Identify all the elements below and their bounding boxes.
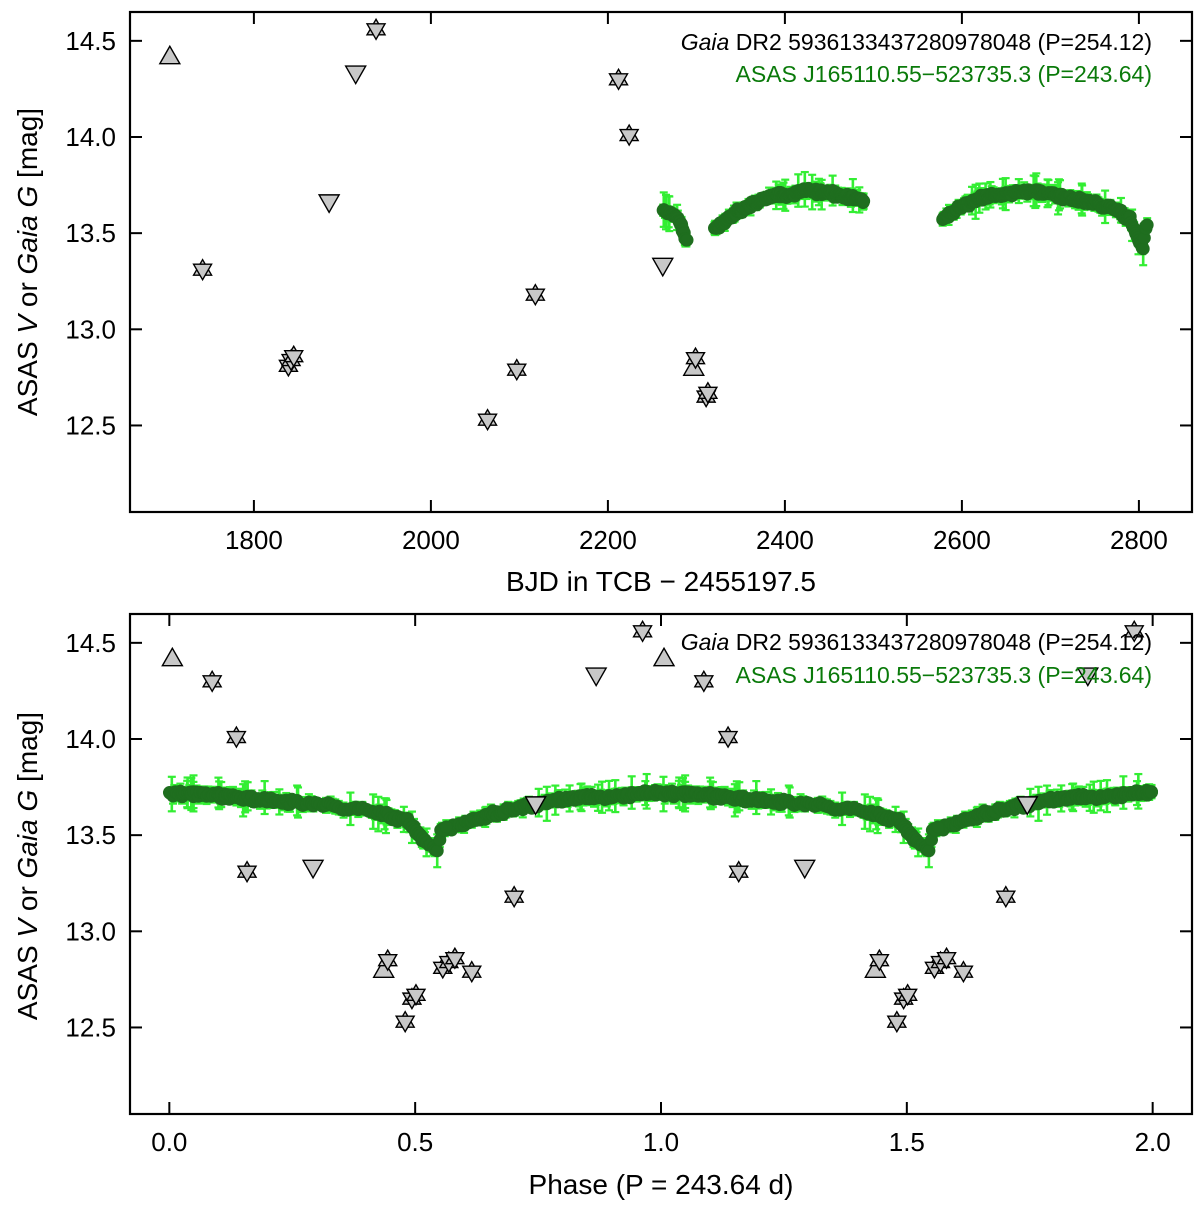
gaia-point-star [525, 283, 546, 307]
top-legend-gaia-rest: DR2 5936133437280978048 (P=254.12) [729, 29, 1152, 55]
gaia-point-up [158, 44, 182, 65]
gaia-point-star [685, 346, 706, 370]
top-y-tick-label: 13.5 [65, 218, 116, 248]
gaia-point-up [682, 356, 705, 376]
asas-points [162, 783, 1159, 858]
time-series-panel: 1800 2000 2200 2400 2600 2800 12.5 13.0 13.5 14.0… [12, 10, 1194, 597]
phase-folded-panel: 0.0 0.5 1.0 1.5 2.012.513.013.514.014.5 Gaia… [12, 612, 1194, 1200]
top-y-tick-label: 14.0 [65, 122, 116, 152]
gaia-point-star-down-triangle [477, 413, 498, 432]
gaia-point-star [192, 258, 213, 282]
top-y-axis-title: ASAS V or Gaia G [mag] [12, 108, 43, 416]
top-ylabel-part5: [mag] [12, 108, 43, 186]
top-x-tick-label: 1800 [225, 525, 283, 555]
top-y-tick-label: 14.5 [65, 26, 116, 56]
asas-point [1140, 218, 1154, 232]
gaia-point-star [477, 408, 498, 432]
asas-points [656, 181, 1154, 256]
gaia-point-down [651, 257, 674, 278]
top-x-tick-label: 2000 [402, 525, 460, 555]
top-ylabel-part1: ASAS [12, 334, 43, 416]
top-y-tick-label: 12.5 [65, 410, 116, 440]
gaia-point-star [365, 17, 387, 41]
gaia-point-star [283, 344, 304, 368]
top-y-tick-label: 13.0 [65, 314, 116, 344]
gaia-point-star-down-triangle [192, 263, 213, 282]
top-ticks-layer: 1800 2000 2200 2400 2600 2800 12.5 13.0 13.5 14.0… [65, 12, 1192, 555]
gaia-point-star-down-triangle [525, 288, 546, 307]
top-legend-gaia-italic: Gaia [681, 29, 730, 55]
gaia-point-star [506, 358, 527, 382]
top-legend-asas: ASAS J165110.55−523735.3 (P=243.64) [736, 61, 1152, 87]
gaia-point-down [344, 65, 367, 85]
top-data-layer [158, 17, 1154, 432]
gaia-point-star-down-triangle [365, 23, 387, 41]
top-x-tick-label: 2800 [1110, 525, 1168, 555]
top-legend-gaia: Gaia DR2 5936133437280978048 (P=254.12) [681, 29, 1152, 55]
gaia-point-down [317, 194, 341, 214]
top-ylabel-part2: V [12, 313, 43, 334]
gaia-point-star-down-triangle [283, 350, 304, 368]
asas-point [1136, 242, 1150, 256]
gaia-points [158, 17, 719, 432]
gaia-point-star-down-triangle [685, 351, 706, 370]
top-x-tick-label: 2600 [933, 525, 991, 555]
asas-point [680, 233, 694, 247]
asas-point [857, 194, 871, 208]
gaia-point-star-down-triangle [618, 128, 640, 147]
top-plot-frame [128, 10, 1194, 514]
top-ylabel-part3: or [12, 274, 43, 314]
top-x-tick-label: 2400 [756, 525, 814, 555]
asas-point [1144, 785, 1158, 799]
bottom-data-layer [161, 619, 1159, 1034]
gaia-point-star [618, 123, 640, 147]
gaia-point-star-down-triangle [697, 386, 719, 405]
gaia-point-star-down-triangle [506, 363, 527, 382]
top-ylabel-part4: Gaia G [12, 186, 43, 275]
gaia-point-star-down-triangle [608, 73, 629, 91]
gaia-point-star [608, 67, 629, 91]
top-x-tick-label: 2200 [579, 525, 637, 555]
gaia-point-star [697, 381, 719, 405]
top-x-axis-title: BJD in TCB − 2455197.5 [506, 566, 816, 597]
